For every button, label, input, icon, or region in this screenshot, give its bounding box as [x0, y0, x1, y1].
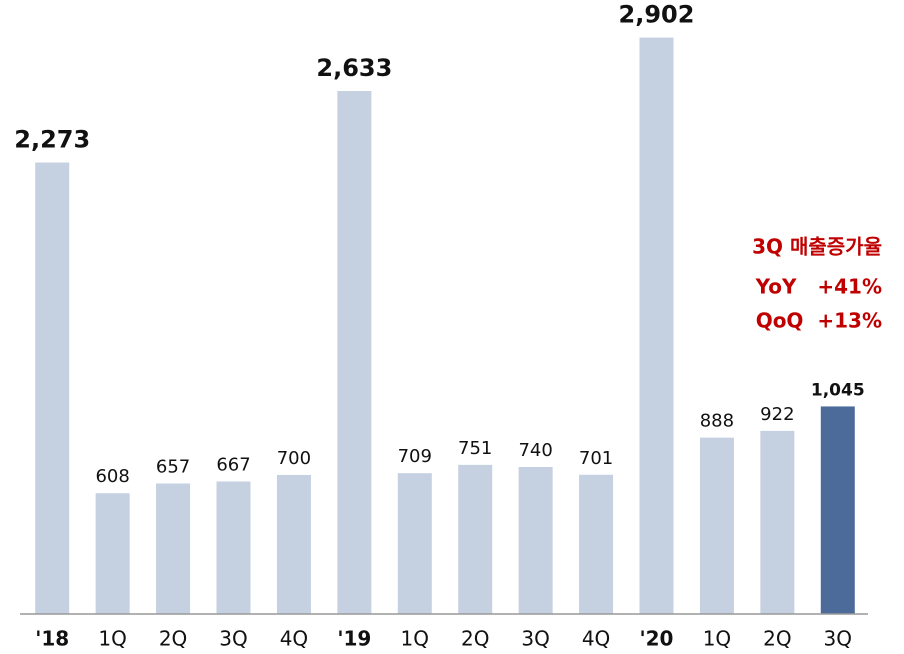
bar [95, 493, 130, 614]
bar [397, 473, 432, 614]
value-label: 701 [579, 448, 613, 469]
value-label: 2,273 [14, 126, 90, 154]
bar [518, 467, 553, 614]
value-label: 657 [156, 457, 190, 478]
x-tick-label: 2Q [763, 627, 791, 651]
x-tick-label: 1Q [98, 627, 126, 651]
annotation: QoQ +13% [756, 309, 882, 333]
bar [820, 406, 855, 614]
x-tick-label: 1Q [703, 627, 731, 651]
annotation: 3Q 매출증가율 [752, 235, 882, 259]
bar [639, 37, 674, 614]
bar [276, 474, 311, 614]
value-label: 2,633 [316, 54, 392, 82]
value-label: 709 [398, 446, 432, 467]
x-tick-label: '20 [640, 627, 674, 651]
value-label: 2,902 [619, 1, 695, 29]
bar [216, 481, 251, 614]
value-label: 888 [700, 411, 734, 432]
value-label: 700 [277, 448, 311, 469]
x-tick-label: 2Q [461, 627, 489, 651]
bar [699, 437, 734, 614]
value-label: 1,045 [811, 380, 865, 400]
x-tick-label: 3Q [219, 627, 247, 651]
x-tick-label: 3Q [521, 627, 549, 651]
x-tick-label: '19 [337, 627, 371, 651]
value-label: 922 [760, 404, 794, 425]
x-tick-label: '18 [35, 627, 69, 651]
x-tick-label: 4Q [582, 627, 610, 651]
value-label: 751 [458, 438, 492, 459]
bar [156, 483, 191, 614]
bar [337, 91, 372, 614]
value-label: 740 [518, 440, 552, 461]
bar [579, 474, 614, 614]
bar [458, 464, 493, 614]
x-tick-label: 3Q [824, 627, 852, 651]
bar [760, 430, 795, 614]
value-label: 608 [95, 466, 129, 487]
x-tick-label: 1Q [401, 627, 429, 651]
annotation: YoY +41% [755, 275, 882, 299]
x-tick-label: 2Q [159, 627, 187, 651]
x-tick-label: 4Q [280, 627, 308, 651]
bar [35, 162, 70, 615]
value-label: 667 [216, 455, 250, 476]
